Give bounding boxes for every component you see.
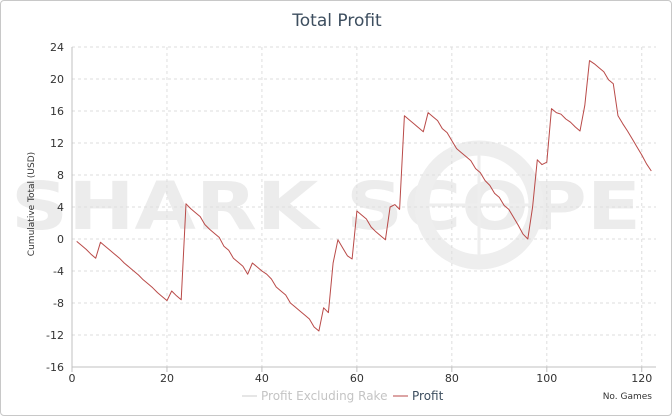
- y-axis-ticks: 24 20 16 12 8 4 0 -4 -8 -12 -16: [46, 41, 64, 374]
- y-tick-label: 20: [50, 73, 64, 86]
- series-line-profit: [76, 60, 652, 332]
- legend-item-profit[interactable]: Profit: [412, 389, 444, 403]
- y-tick-label: -16: [46, 361, 64, 374]
- y-tick-label: 4: [57, 201, 64, 214]
- y-tick-label: 12: [50, 137, 64, 150]
- x-tick-label: 0: [69, 372, 76, 385]
- x-tick-label: 40: [255, 372, 269, 385]
- x-tick-label: 60: [350, 372, 364, 385]
- watermark-scope-ring: [414, 140, 544, 270]
- y-tick-label: -8: [53, 297, 64, 310]
- y-tick-label: 0: [57, 233, 64, 246]
- chart-legend: Profit Excluding Rake Profit: [242, 389, 444, 403]
- x-axis-label: No. Games: [603, 392, 653, 402]
- legend-item-profit-excluding-rake[interactable]: Profit Excluding Rake: [261, 389, 387, 403]
- x-axis-ticks: 0 20 40 60 80 100 120: [69, 367, 652, 385]
- x-tick-label: 20: [160, 372, 174, 385]
- y-tick-label: -12: [46, 329, 64, 342]
- y-tick-label: 24: [50, 41, 64, 54]
- x-tick-label: 100: [536, 372, 557, 385]
- y-tick-label: 8: [57, 169, 64, 182]
- x-tick-label: 80: [445, 372, 459, 385]
- x-tick-label: 120: [631, 372, 652, 385]
- series-layer: [76, 60, 652, 332]
- chart-axes: [71, 47, 656, 368]
- y-tick-label: -4: [53, 265, 64, 278]
- chart-title: Total Profit: [291, 11, 382, 31]
- y-axis-label: Cumulative Total (USD): [27, 152, 37, 256]
- y-tick-label: 16: [50, 105, 64, 118]
